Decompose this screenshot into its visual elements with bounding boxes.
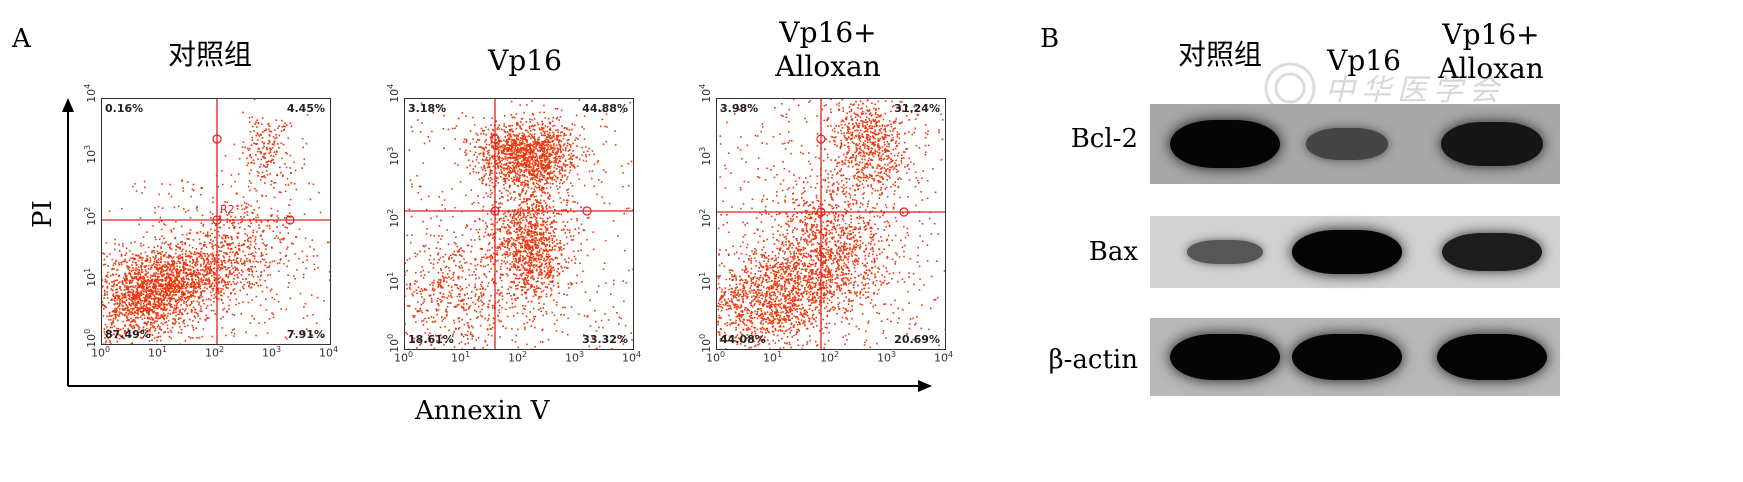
blot-band: [1170, 333, 1280, 381]
scatter-vp16-alloxan: [717, 99, 945, 349]
y-tick-label: 104: [386, 83, 401, 103]
x-tick-label: 102: [820, 350, 840, 365]
y-tick-label: 100: [698, 333, 713, 353]
blot-bax: [1150, 216, 1560, 288]
blot-band: [1187, 239, 1263, 265]
x-tick-label: 103: [565, 350, 585, 365]
row-label-bcl2: Bcl-2: [1070, 124, 1138, 154]
plot-title-vp16: Vp16: [488, 44, 562, 77]
x-tick-label: 101: [148, 345, 168, 360]
lane-label-control: 对照组: [1177, 38, 1262, 71]
quadrant-upper-left: 0.16%: [105, 102, 144, 115]
blot-band: [1437, 333, 1547, 381]
y-tick-label: 100: [83, 328, 98, 348]
blot-band: [1440, 122, 1544, 166]
panel-a-axes: [62, 98, 932, 392]
quadrant-lower-left: 44.08%: [720, 333, 766, 346]
blot-band: [1305, 128, 1389, 160]
y-tick-label: 101: [698, 271, 713, 291]
y-tick-label: 100: [386, 333, 401, 353]
y-tick-label: 102: [698, 208, 713, 228]
y-tick-label: 103: [83, 145, 98, 165]
watermark: 中华医学会: [1325, 73, 1505, 108]
x-tick-label: 104: [622, 350, 642, 365]
plot-title-control: 对照组: [167, 38, 252, 71]
x-tick-label: 102: [508, 350, 528, 365]
blot-beta-actin: [1150, 318, 1560, 396]
blot-band: [1292, 230, 1402, 274]
y-tick-label: 103: [386, 146, 401, 166]
gate-label: R2: [220, 203, 235, 216]
blot-band: [1292, 333, 1402, 381]
y-tick-label: 104: [698, 83, 713, 103]
y-tick-label: 104: [83, 83, 98, 103]
quadrant-upper-right: 31.24%: [894, 102, 940, 115]
flow-plot-vp16: 3.18% 44.88% 18.61% 33.32%: [404, 98, 634, 350]
scatter-control: [102, 99, 330, 344]
x-axis-label: Annexin V: [415, 396, 550, 426]
quadrant-lower-right: 7.91%: [286, 328, 325, 341]
quadrant-lower-right: 20.69%: [894, 333, 940, 346]
blot-bcl2: [1150, 104, 1560, 184]
x-tick-label: 100: [706, 350, 726, 365]
y-tick-label: 101: [83, 267, 98, 287]
quadrant-lower-left: 18.61%: [408, 333, 454, 346]
plot-title-vp16-alloxan: Vp16+ Alloxan: [775, 16, 881, 83]
y-axis-label: PI: [28, 200, 58, 228]
quadrant-upper-left: 3.18%: [408, 102, 447, 115]
quadrant-upper-right: 44.88%: [582, 102, 628, 115]
flow-plot-control: 0.16% 4.45% 87.49% 7.91% R2: [101, 98, 331, 345]
y-tick-label: 103: [698, 146, 713, 166]
row-label-bax: Bax: [1088, 237, 1138, 267]
x-tick-label: 101: [451, 350, 471, 365]
x-tick-label: 104: [934, 350, 954, 365]
x-tick-label: 100: [91, 345, 111, 360]
scatter-vp16: [405, 99, 633, 349]
panel-a-letter: A: [12, 24, 31, 54]
x-tick-label: 103: [262, 345, 282, 360]
y-tick-label: 101: [386, 271, 401, 291]
x-tick-label: 102: [205, 345, 225, 360]
blot-band: [1170, 120, 1280, 168]
quadrant-upper-right: 4.45%: [286, 102, 325, 115]
quadrant-lower-left: 87.49%: [105, 328, 151, 341]
quadrant-upper-left: 3.98%: [720, 102, 759, 115]
y-tick-label: 102: [386, 208, 401, 228]
panel-b-letter: B: [1040, 24, 1060, 54]
blot-band: [1441, 233, 1543, 271]
x-tick-label: 101: [763, 350, 783, 365]
y-tick-label: 102: [83, 206, 98, 226]
row-label-beta-actin: β-actin: [1048, 345, 1138, 375]
flow-plot-vp16-alloxan: 3.98% 31.24% 44.08% 20.69%: [716, 98, 946, 350]
lane-label-vp16-alloxan: Vp16+ Alloxan: [1438, 18, 1544, 85]
quadrant-lower-right: 33.32%: [582, 333, 628, 346]
x-tick-label: 103: [877, 350, 897, 365]
lane-label-vp16: Vp16: [1327, 44, 1401, 77]
x-tick-label: 104: [319, 345, 339, 360]
x-tick-label: 100: [394, 350, 414, 365]
